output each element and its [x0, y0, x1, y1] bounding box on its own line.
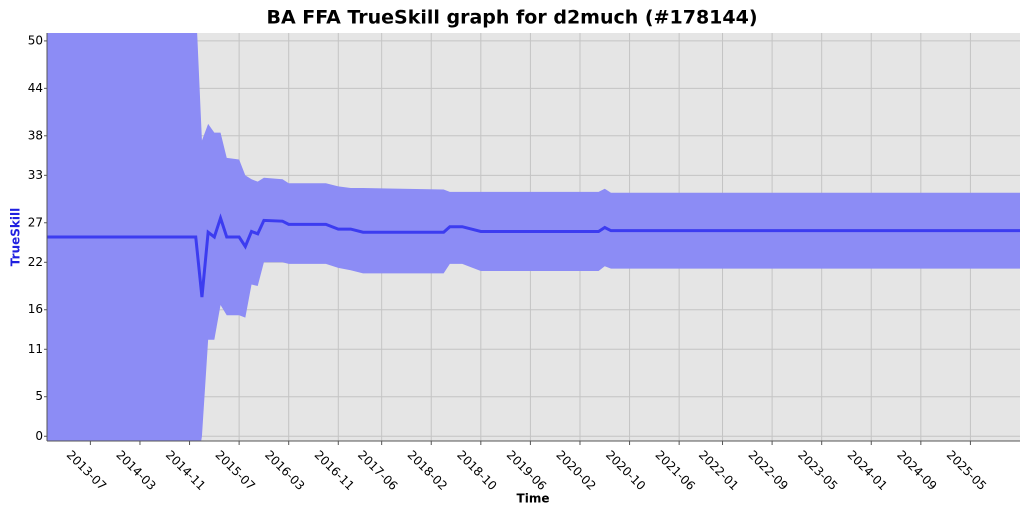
y-axis-label: TrueSkill — [9, 208, 23, 266]
x-tick-label: 2017-06 — [355, 448, 400, 493]
x-tick-label: 2018-02 — [405, 448, 450, 493]
y-tick-label: 27 — [28, 215, 43, 229]
x-axis-label: Time — [517, 492, 550, 506]
y-tick-label: 5 — [35, 389, 43, 403]
y-tick-label: 22 — [28, 255, 43, 269]
x-tick-label: 2016-03 — [262, 448, 307, 493]
x-tick-label: 2025-05 — [944, 448, 989, 493]
x-tick-label: 2015-07 — [213, 448, 258, 493]
x-tick-label: 2013-07 — [64, 448, 109, 493]
y-tick-label: 33 — [28, 168, 43, 182]
x-tick-label: 2020-02 — [553, 448, 598, 493]
x-tick-label: 2023-05 — [795, 448, 840, 493]
chart-title: BA FFA TrueSkill graph for d2much (#1781… — [266, 7, 757, 29]
y-tick-label: 44 — [28, 81, 43, 95]
y-tick-label: 50 — [28, 33, 43, 47]
x-tick-label: 2016-11 — [312, 448, 357, 493]
x-tick-label: 2014-11 — [163, 448, 208, 493]
y-tick-label: 11 — [28, 342, 43, 356]
mean-line — [47, 213, 1020, 298]
x-tick-label: 2019-06 — [504, 448, 549, 493]
y-tick-label: 0 — [35, 429, 43, 443]
marks — [47, 33, 1020, 441]
y-tick-label: 38 — [28, 128, 43, 142]
y-tick-label: 16 — [28, 302, 43, 316]
x-tick-label: 2024-09 — [894, 448, 939, 493]
x-tick-label: 2018-10 — [454, 448, 499, 493]
uncertainty-band — [47, 33, 1020, 441]
x-tick-label: 2021-06 — [653, 448, 698, 493]
x-tick-label: 2022-01 — [696, 448, 741, 493]
x-tick-label: 2024-01 — [845, 448, 890, 493]
x-tick-label: 2014-03 — [113, 448, 158, 493]
x-tick-label: 2020-10 — [603, 448, 648, 493]
x-tick-label: 2022-09 — [746, 448, 791, 493]
